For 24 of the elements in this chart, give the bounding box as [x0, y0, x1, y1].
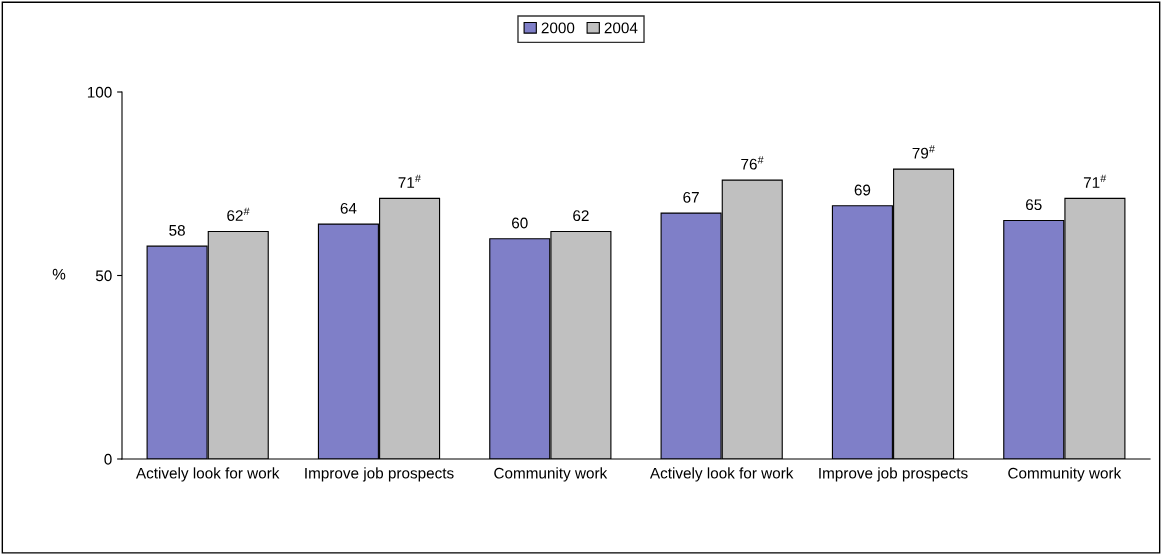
data-label: 65 — [1026, 199, 1042, 211]
x-tick-label: Improve job prospects — [305, 467, 454, 482]
data-label: 62$^{#}$ — [227, 207, 250, 221]
x-tick-label: Improve job prospects — [819, 467, 968, 482]
data-label: 60 — [512, 217, 528, 229]
data-label: 64 — [340, 202, 357, 214]
data-label: 58 — [169, 224, 185, 236]
y-axis-title: % — [52, 268, 66, 280]
data-label: 79$^{#}$ — [912, 145, 935, 159]
data-label: 76$^{#}$ — [741, 156, 764, 170]
y-tick-label: 0 — [104, 453, 112, 465]
data-label: 67 — [683, 191, 699, 203]
data-label: 69 — [854, 184, 871, 196]
x-tick-label: Community work — [1008, 467, 1122, 482]
legend-label: 2000 — [541, 22, 575, 34]
data-label: 62 — [573, 210, 589, 222]
y-tick-label: 100 — [87, 86, 112, 98]
y-tick-label: 50 — [95, 270, 112, 282]
data-label: 71$^{#}$ — [1083, 174, 1107, 188]
legend-label: 2004 — [604, 22, 638, 34]
x-tick-label: Community work — [494, 467, 608, 482]
data-label: 71$^{#}$ — [398, 174, 421, 188]
x-tick-label: Actively look for work — [135, 467, 280, 482]
x-tick-label: Actively look for work — [649, 467, 794, 482]
